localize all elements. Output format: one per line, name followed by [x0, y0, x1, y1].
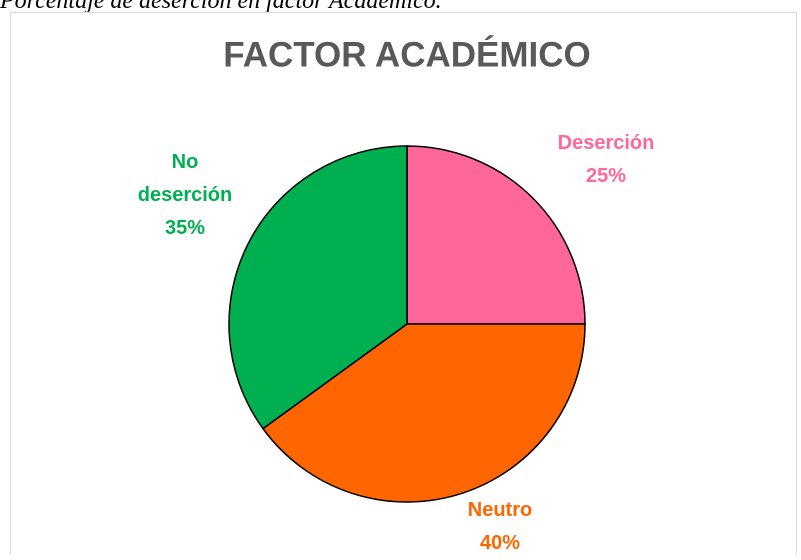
pie-slice	[228, 145, 408, 430]
data-label: No deserción 35%	[125, 146, 245, 245]
slice-name: Neutro	[467, 499, 533, 521]
slice-percent: 25%	[585, 165, 627, 187]
pie-slice	[261, 323, 586, 503]
chart-title: FACTOR ACADÉMICO	[223, 34, 591, 74]
data-label: Deserción 25%	[546, 127, 666, 193]
data-label: Neutro 40%	[440, 494, 560, 560]
chart-border	[10, 12, 797, 554]
slice-name: Deserción	[557, 132, 655, 154]
slice-percent: 40%	[479, 532, 521, 554]
slice-name: No deserción	[137, 151, 233, 206]
slice-percent: 35%	[164, 217, 206, 239]
caption: Porcentaje de deserción en factor Académ…	[0, 0, 442, 14]
pie-slice	[406, 145, 586, 325]
